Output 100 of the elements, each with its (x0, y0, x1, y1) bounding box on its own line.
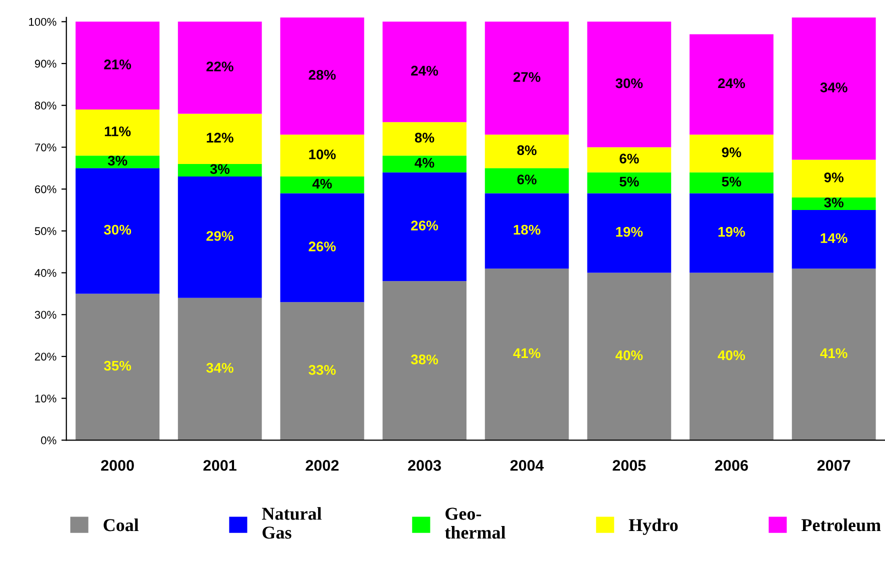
bar (280, 134, 364, 177)
data-label: 3% (108, 156, 128, 166)
data-label: 9% (824, 172, 844, 182)
data-label: 40% (615, 350, 643, 360)
data-label: 27% (513, 72, 540, 82)
data-label: 5% (620, 176, 639, 187)
bar (587, 147, 672, 172)
y-tick-label: 40% (34, 269, 56, 277)
legend-label: Coal (104, 518, 139, 532)
legend-label: Hydro (628, 518, 678, 535)
x-tick-label: 2005 (612, 460, 646, 471)
x-tick-label: 2002 (306, 460, 339, 471)
data-label: 34% (206, 362, 234, 373)
data-label: 9% (722, 147, 742, 158)
bar (76, 294, 160, 440)
bar (484, 268, 569, 440)
bar (690, 34, 774, 135)
bar (382, 156, 466, 172)
y-tick-label: 100% (29, 18, 56, 26)
data-label: 41% (513, 348, 540, 358)
y-tick-label: 10% (35, 394, 56, 402)
data-label: 4% (312, 178, 332, 189)
data-label: 6% (620, 154, 639, 164)
bar (690, 172, 774, 194)
y-tick-label: 20% (34, 352, 56, 361)
x-tick-label: 2003 (408, 460, 441, 471)
legend-label: Geo- thermal (444, 508, 506, 539)
bar (587, 193, 672, 273)
bar (484, 168, 569, 194)
bar (792, 197, 876, 210)
data-label: 12% (206, 132, 234, 143)
bar (587, 22, 672, 148)
bar (280, 17, 364, 135)
bar (690, 193, 774, 273)
x-tick-label: 2001 (203, 460, 236, 471)
bar (792, 210, 876, 269)
data-label: 11% (104, 126, 131, 136)
data-label: 35% (104, 360, 132, 371)
data-label: 29% (206, 231, 234, 241)
bar (690, 272, 774, 440)
data-label: 5% (722, 176, 742, 187)
y-tick-label: 30% (34, 310, 56, 319)
data-label: 34% (820, 82, 848, 92)
bar (587, 172, 672, 194)
data-label: 10% (309, 149, 336, 160)
bar (382, 122, 466, 156)
data-label: 3% (210, 164, 230, 174)
bar (280, 176, 364, 194)
bar (792, 17, 876, 160)
bar (382, 281, 466, 440)
data-label: 8% (517, 145, 537, 156)
bar (382, 22, 466, 122)
bar (690, 134, 774, 172)
data-label: 19% (718, 226, 746, 237)
legend-label: Natural Gas (262, 507, 322, 539)
data-label: 41% (820, 348, 848, 358)
y-tick-label: 90% (34, 60, 56, 68)
data-label: 4% (414, 158, 434, 168)
y-tick-label: 70% (34, 143, 56, 152)
bar (178, 298, 262, 440)
bar (178, 164, 262, 177)
data-label: 26% (411, 220, 438, 230)
y-tick-label: 60% (34, 185, 56, 194)
bar (382, 172, 466, 282)
data-label: 24% (411, 66, 438, 76)
data-label: 6% (517, 174, 537, 184)
y-tick-label: 50% (34, 227, 56, 236)
bar (587, 272, 672, 440)
data-label: 38% (410, 354, 438, 364)
bar (792, 268, 876, 440)
bar (178, 22, 262, 114)
x-tick-label: 2006 (715, 460, 748, 471)
data-label: 26% (308, 242, 336, 252)
legend-label: Petroleum (802, 518, 881, 532)
data-label: 21% (104, 60, 132, 70)
x-tick-label: 2004 (510, 460, 544, 471)
data-label: 33% (308, 365, 336, 375)
data-label: 30% (616, 78, 643, 88)
data-label: 28% (308, 70, 336, 80)
bar (178, 176, 262, 298)
bar (484, 22, 569, 135)
data-label: 19% (616, 226, 643, 237)
y-tick-label: 0% (41, 436, 56, 444)
bar (792, 160, 876, 198)
bar (76, 168, 160, 294)
bar (484, 134, 569, 168)
x-tick-label: 2007 (817, 460, 850, 471)
bar (280, 302, 364, 440)
x-tick-label: 2000 (101, 460, 134, 471)
data-label: 22% (206, 62, 234, 72)
bar (76, 22, 160, 110)
bar (178, 114, 262, 164)
data-label: 14% (820, 233, 848, 243)
data-label: 3% (824, 198, 844, 208)
data-label: 30% (104, 224, 132, 235)
data-label: 40% (718, 350, 746, 360)
bar (76, 110, 160, 156)
bar (280, 193, 364, 302)
data-label: 18% (514, 224, 540, 235)
bar (76, 156, 160, 168)
